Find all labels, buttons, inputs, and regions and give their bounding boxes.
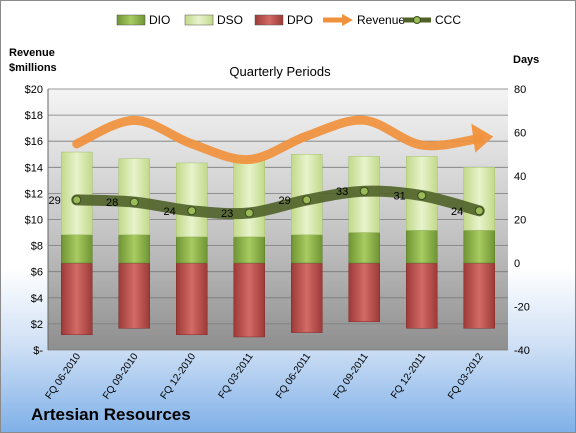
bar-dio [61, 234, 93, 264]
x-tick-label: FQ 06-2010 [44, 351, 84, 401]
revenue-line [72, 115, 484, 164]
bar-dpo [118, 262, 150, 329]
ccc-point [474, 206, 484, 216]
left-tick-label: $12 [25, 188, 43, 200]
bar-dio [348, 232, 380, 264]
left-tick-label: $- [33, 345, 43, 357]
bar-dio [463, 230, 495, 264]
right-tick-label: 0 [514, 258, 520, 270]
ccc-point [417, 191, 427, 201]
ccc-point [187, 206, 197, 216]
legend-swatch-dio [116, 14, 146, 26]
legend-label-dio: DIO [149, 13, 170, 27]
left-axis-subtitle: $millions [9, 62, 57, 74]
bar-dpo [61, 262, 93, 336]
bar-dio [176, 236, 208, 264]
ccc-data-label: 33 [336, 186, 348, 198]
ccc-point [302, 195, 312, 205]
left-tick-label: $14 [25, 162, 43, 174]
left-tick-label: $8 [31, 241, 43, 253]
right-tick-label: 20 [514, 215, 526, 227]
left-tick-label: $20 [25, 84, 43, 96]
left-tick-label: $2 [31, 319, 43, 331]
legend-arrow-icon [342, 14, 353, 26]
legend-marker-icon [413, 16, 421, 24]
right-tick-label: 60 [514, 128, 526, 140]
left-tick-label: $16 [25, 136, 43, 148]
x-tick-label: FQ 09-2010 [101, 351, 141, 401]
left-tick-label: $6 [31, 267, 43, 279]
right-tick-label: 80 [514, 84, 526, 96]
ccc-data-label: 31 [394, 191, 406, 203]
ccc-data-label: 28 [106, 197, 118, 209]
x-tick-label: FQ 03-2012 [446, 351, 486, 401]
right-tick-label: -40 [514, 345, 530, 357]
ccc-line [71, 185, 485, 220]
bar-dso [463, 167, 495, 231]
bar-dso [61, 151, 93, 235]
ccc-data-label: 24 [164, 206, 176, 218]
legend-label-dso: DSO [217, 13, 243, 27]
bar-dpo [463, 262, 495, 329]
legend-label-ccc: CCC [435, 13, 461, 27]
ccc-point [359, 186, 369, 196]
x-tick-label: FQ 09-2011 [332, 351, 371, 401]
ccc-point [72, 195, 82, 205]
ccc-point [129, 197, 139, 207]
x-tick-label: FQ 03-2011 [217, 351, 256, 401]
bar-dso [176, 162, 208, 238]
bar-dpo [176, 262, 208, 336]
legend-swatch-dpo [254, 14, 284, 26]
x-tick-label: FQ 12-2010 [159, 351, 199, 401]
bar-dpo [406, 262, 438, 329]
chart-title: Quarterly Periods [229, 64, 331, 79]
left-axis-title: Revenue [9, 47, 55, 59]
left-tick-label: $4 [31, 293, 43, 305]
ccc-data-label: 24 [451, 206, 463, 218]
x-tick-label: FQ 06-2011 [274, 351, 313, 401]
legend-label-revenue: Revenue [357, 13, 405, 27]
right-tick-label: -20 [514, 302, 530, 314]
bar-dio [406, 230, 438, 264]
right-axis-title: Days [513, 54, 539, 66]
bar-dio [233, 236, 265, 264]
bar-dso [233, 160, 265, 238]
left-tick-label: $18 [25, 110, 43, 122]
left-tick-label: $10 [25, 215, 43, 227]
bar-dio [291, 234, 323, 264]
x-tick-label: FQ 12-2011 [389, 351, 428, 401]
ccc-data-label: 29 [49, 195, 61, 207]
bar-dio [118, 234, 150, 264]
ccc-data-label: 23 [221, 208, 233, 220]
legend-label-dpo: DPO [287, 13, 313, 27]
right-tick-label: 40 [514, 171, 526, 183]
ccc-data-label: 29 [279, 195, 291, 207]
bar-dpo [348, 262, 380, 322]
ccc-point [244, 208, 254, 218]
bar-dpo [291, 262, 323, 333]
revenue-arrowhead [471, 123, 494, 153]
legend-swatch-dso [184, 14, 214, 26]
bar-dpo [233, 262, 265, 338]
company-name: Artesian Resources [31, 405, 191, 424]
